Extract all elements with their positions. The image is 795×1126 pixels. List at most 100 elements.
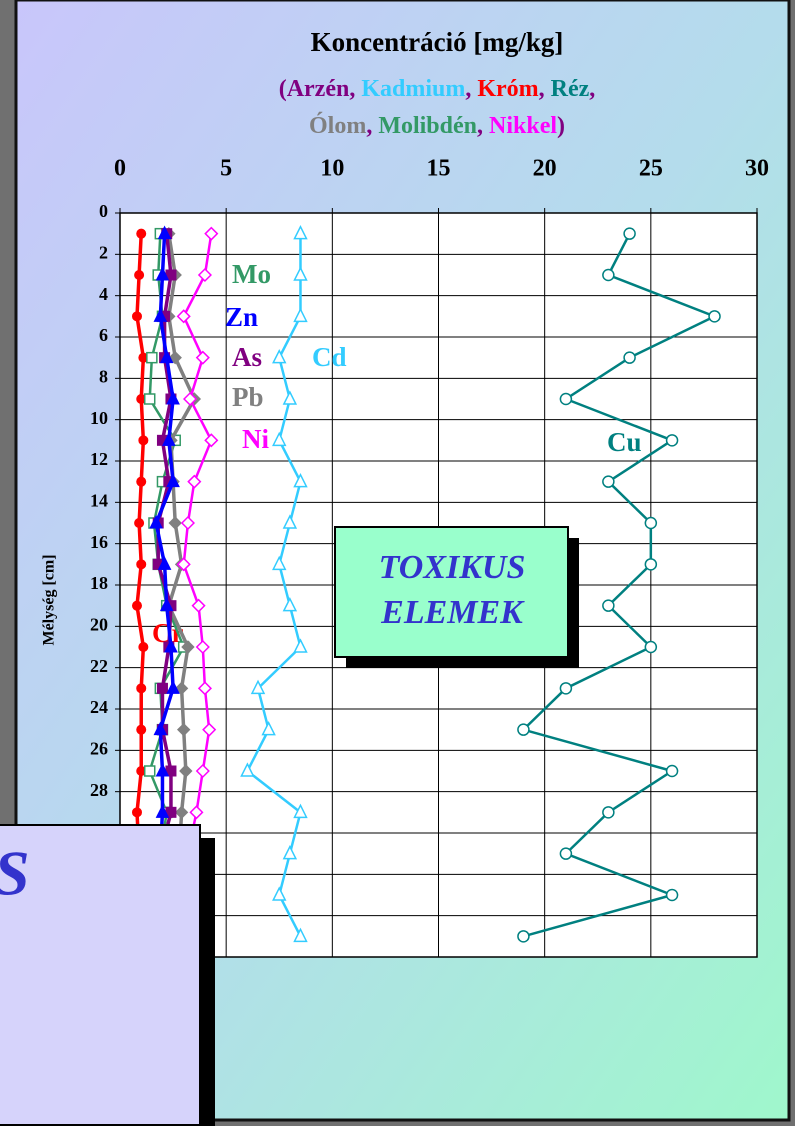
x-tick-label: 10 bbox=[320, 156, 344, 182]
marker bbox=[602, 806, 615, 819]
marker bbox=[644, 516, 658, 530]
marker bbox=[138, 642, 149, 652]
subtitle-part: , bbox=[465, 76, 477, 102]
marker bbox=[272, 886, 287, 901]
marker bbox=[189, 805, 204, 820]
marker bbox=[293, 224, 308, 240]
marker bbox=[136, 228, 147, 239]
marker bbox=[602, 475, 615, 488]
marker bbox=[282, 514, 298, 529]
y-tick-label: 16 bbox=[90, 532, 108, 552]
series-line bbox=[148, 233, 186, 937]
series-label: Cu bbox=[607, 427, 642, 457]
subtitle-part: Ólom bbox=[309, 112, 366, 139]
marker bbox=[180, 515, 196, 531]
marker bbox=[162, 432, 176, 446]
marker bbox=[708, 310, 721, 323]
subtitle-part: , bbox=[589, 76, 595, 102]
y-tick-label: 14 bbox=[90, 490, 108, 510]
subtitle: (Arzén, Kadmium, Króm, Réz, bbox=[279, 76, 596, 102]
marker bbox=[136, 683, 147, 694]
y-tick-label: 28 bbox=[90, 780, 108, 800]
series-label: Zn bbox=[225, 302, 258, 332]
x-tick-label: 25 bbox=[639, 156, 663, 182]
subtitle-part: , bbox=[477, 113, 489, 139]
marker bbox=[155, 762, 170, 777]
marker bbox=[157, 225, 172, 240]
subtitle-part: Kadmium bbox=[361, 76, 465, 102]
marker bbox=[202, 722, 217, 737]
marker bbox=[156, 682, 168, 694]
marker bbox=[293, 927, 308, 943]
marker bbox=[559, 682, 573, 695]
marker bbox=[183, 391, 198, 407]
y-tick-label: 22 bbox=[90, 656, 108, 676]
marker bbox=[559, 847, 573, 860]
marker bbox=[131, 600, 142, 611]
y-tick-label: 0 bbox=[99, 201, 108, 221]
marker bbox=[272, 555, 287, 571]
y-tick-label: 10 bbox=[90, 408, 108, 428]
marker bbox=[282, 844, 298, 860]
fragment-box bbox=[0, 824, 201, 1126]
marker bbox=[176, 722, 191, 737]
plot-border bbox=[119, 212, 758, 958]
marker bbox=[131, 807, 142, 818]
subtitle-part: , bbox=[366, 113, 378, 139]
marker bbox=[157, 556, 172, 570]
y-tick-label: 8 bbox=[99, 366, 108, 386]
marker bbox=[197, 267, 212, 283]
marker bbox=[272, 431, 287, 447]
y-tick-label: 18 bbox=[90, 573, 108, 593]
marker bbox=[136, 724, 147, 735]
series-line bbox=[154, 233, 175, 937]
series-label: As bbox=[232, 342, 262, 372]
marker bbox=[179, 764, 193, 778]
marker bbox=[195, 763, 210, 779]
marker bbox=[602, 599, 615, 612]
marker bbox=[240, 762, 255, 777]
subtitle-part: Réz bbox=[551, 76, 590, 102]
y-tick-label: 26 bbox=[90, 738, 108, 758]
x-tick-label: 20 bbox=[533, 156, 557, 182]
marker bbox=[176, 309, 191, 324]
series-line bbox=[166, 233, 197, 937]
marker bbox=[153, 721, 168, 736]
subtitle-part: , bbox=[539, 76, 551, 102]
marker bbox=[159, 597, 174, 612]
marker bbox=[282, 390, 298, 405]
marker bbox=[166, 390, 180, 405]
marker bbox=[155, 266, 170, 281]
marker bbox=[665, 434, 679, 447]
marker bbox=[623, 227, 636, 240]
marker bbox=[197, 681, 212, 696]
marker bbox=[293, 472, 308, 488]
series-label: Pb bbox=[232, 382, 264, 412]
y-tick-label: 2 bbox=[99, 242, 108, 262]
subtitle-part: Arzén bbox=[287, 76, 350, 102]
marker bbox=[155, 804, 170, 818]
marker bbox=[665, 888, 679, 902]
marker bbox=[149, 514, 163, 529]
marker bbox=[250, 679, 266, 695]
marker bbox=[153, 308, 168, 322]
plot: 0246810121416182022242628303234360510152… bbox=[90, 156, 769, 966]
subtitle-part: Nikkel bbox=[489, 113, 557, 139]
marker bbox=[293, 638, 308, 653]
x-tick-label: 15 bbox=[427, 156, 451, 182]
marker bbox=[131, 311, 142, 322]
x-tick-label: 5 bbox=[220, 156, 232, 182]
marker bbox=[191, 598, 206, 613]
marker bbox=[143, 393, 156, 405]
x-tick-label: 30 bbox=[745, 156, 769, 182]
subtitle-part: Króm bbox=[477, 76, 538, 102]
series-line bbox=[135, 233, 146, 937]
marker bbox=[187, 474, 202, 489]
marker bbox=[644, 640, 658, 654]
y-tick-label: 24 bbox=[90, 697, 108, 717]
marker bbox=[166, 473, 180, 488]
x-tick-label: 0 bbox=[114, 156, 126, 182]
series-label: Cd bbox=[312, 342, 347, 372]
y-tick-label: 6 bbox=[99, 325, 108, 345]
